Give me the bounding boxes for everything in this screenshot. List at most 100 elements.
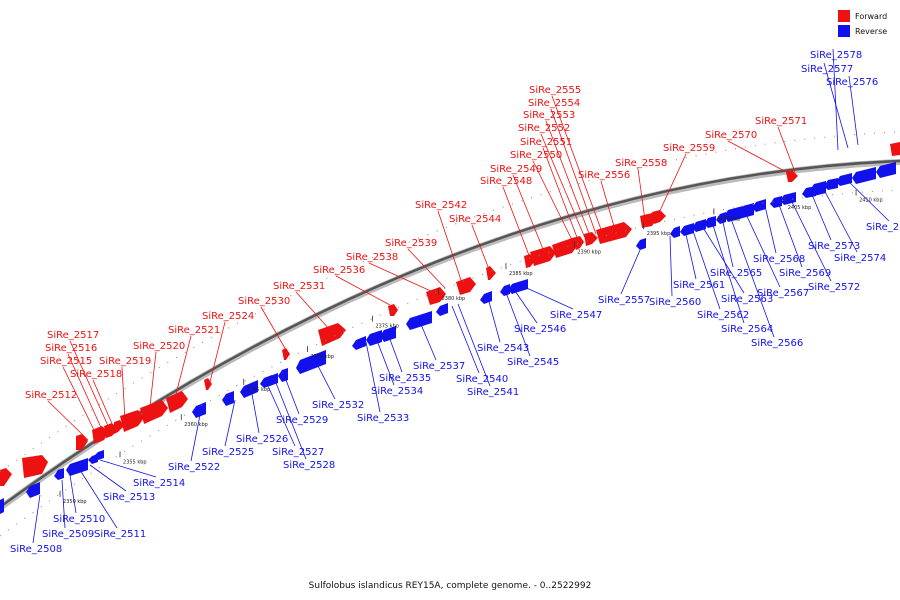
reverse-feature <box>716 212 726 224</box>
forward-feature <box>552 238 578 258</box>
reverse-gene-label: SiRe_2577 <box>801 64 853 75</box>
reverse-leader-line <box>61 479 66 529</box>
reverse-feature <box>0 498 4 514</box>
forward-leader-line <box>67 353 104 433</box>
forward-leader-line <box>551 95 603 233</box>
reverse-gene-label: SiRe_2567 <box>757 288 809 299</box>
forward-leader-line <box>502 186 531 259</box>
reverse-gene-label: SiRe_2575 <box>866 222 900 233</box>
scale-tick-label: 2385 kbp <box>509 271 533 277</box>
forward-leader-line <box>777 126 796 173</box>
reverse-feature <box>852 167 876 184</box>
forward-leader-line <box>407 248 446 289</box>
reverse-leader-line <box>504 289 531 357</box>
forward-leader-line <box>550 108 597 235</box>
forward-gene-label: SiRe_2555 <box>529 85 581 96</box>
forward-feature <box>282 348 290 360</box>
forward-feature <box>76 434 88 450</box>
reverse-feature <box>480 291 492 304</box>
reverse-feature <box>278 368 288 382</box>
reverse-feature <box>352 336 366 350</box>
forward-gene-label: SiRe_2530 <box>238 296 290 307</box>
reverse-gene-label: SiRe_2537 <box>413 361 465 372</box>
forward-leader-line <box>62 366 98 437</box>
reverse-gene-label: SiRe_2557 <box>598 295 650 306</box>
reverse-leader-line <box>721 217 734 268</box>
forward-feature <box>890 142 900 156</box>
reverse-leader-line <box>729 215 775 338</box>
scale-tick-label: 2395 kbp <box>647 231 671 237</box>
reverse-feature <box>66 458 88 476</box>
scale-ticks: 2350 kbp 2355 kbp 2360 kbp 2365 kbp 2370 kbp… <box>59 189 883 505</box>
reverse-gene-label: SiRe_2543 <box>477 343 529 354</box>
forward-leader-line <box>657 153 687 216</box>
forward-gene-label: SiRe_2539 <box>385 238 437 249</box>
forward-gene-label: SiRe_2542 <box>415 200 467 211</box>
reverse-feature <box>724 203 754 222</box>
forward-leader-line <box>471 224 491 273</box>
reverse-leader-line <box>620 249 641 295</box>
forward-gene-label: SiRe_2553 <box>523 110 575 121</box>
reverse-gene-label: SiRe_2510 <box>53 514 105 525</box>
forward-leader-line <box>727 140 791 175</box>
reverse-gene-label: SiRe_2514 <box>133 478 185 489</box>
reverse-feature <box>26 482 40 498</box>
reverse-leader-line <box>190 414 201 462</box>
forward-leader-line <box>175 335 192 395</box>
reverse-gene-label: SiRe_2528 <box>283 460 335 471</box>
reverse-leader-line <box>79 469 118 529</box>
reverse-gene-label: SiRe_2568 <box>753 254 805 265</box>
reverse-gene-label: SiRe_2576 <box>826 77 878 88</box>
reverse-feature <box>222 391 234 406</box>
forward-leader-line <box>437 210 463 284</box>
forward-gene-label: SiRe_2571 <box>755 116 807 127</box>
reverse-gene-label: SiRe_2566 <box>751 338 803 349</box>
forward-leader-line <box>637 168 646 221</box>
reverse-gene-label: SiRe_2547 <box>550 310 602 321</box>
scale-tick-label: 2410 kbp <box>859 198 883 204</box>
reverse-leader-line <box>317 365 336 400</box>
reverse-leader-line <box>684 229 697 280</box>
forward-leader-line <box>92 379 114 427</box>
reverse-gene-label: SiRe_2535 <box>379 373 431 384</box>
forward-gene-label: SiRe_2519 <box>99 356 151 367</box>
forward-gene-label: SiRe_2548 <box>480 176 532 187</box>
forward-leader-line <box>47 400 89 441</box>
reverse-feature <box>436 303 448 316</box>
reverse-leader-line <box>789 197 832 282</box>
reverse-gene-label: SiRe_2574 <box>834 253 886 264</box>
forward-gene-label: SiRe_2544 <box>449 214 501 225</box>
reverse-leader-line <box>848 75 859 146</box>
reverse-leader-line <box>387 333 403 373</box>
reverse-feature <box>752 199 766 212</box>
forward-leader-line <box>532 160 574 243</box>
legend-swatch-reverse <box>838 25 850 37</box>
forward-gene-label: SiRe_2536 <box>313 265 365 276</box>
forward-gene-label: SiRe_2552 <box>518 123 570 134</box>
reverse-leader-line <box>512 287 538 324</box>
reverse-gene-label: SiRe_2565 <box>710 268 762 279</box>
scale-tick-label: 2405 kbp <box>788 205 812 211</box>
forward-feature <box>22 455 48 478</box>
reverse-gene-label: SiRe_2513 <box>103 492 155 503</box>
genome-caption: Sulfolobus islandicus REY15A, complete g… <box>309 581 592 591</box>
forward-gene-label: SiRe_2531 <box>273 281 325 292</box>
forward-feature <box>92 426 108 444</box>
reverse-feature <box>192 402 206 418</box>
forward-leader-line <box>69 340 110 429</box>
legend-swatch-forward <box>838 10 850 22</box>
scale-tick-label: 2390 kbp <box>577 250 601 256</box>
reverse-feature <box>824 178 838 190</box>
forward-gene-label: SiRe_2559 <box>663 143 715 154</box>
reverse-leader-line <box>669 235 673 297</box>
reverse-leader-line <box>457 303 491 387</box>
reverse-feature <box>810 181 826 196</box>
reverse-gene-label: SiRe_2509 <box>42 529 94 540</box>
reverse-gene-label: SiRe_2508 <box>10 544 62 555</box>
reverse-gene-label: SiRe_2545 <box>507 357 559 368</box>
reverse-leader-line <box>691 227 721 310</box>
reverse-leader-line <box>365 341 381 413</box>
legend-label-forward: Forward <box>855 12 887 21</box>
legend-label-reverse: Reverse <box>855 27 887 36</box>
